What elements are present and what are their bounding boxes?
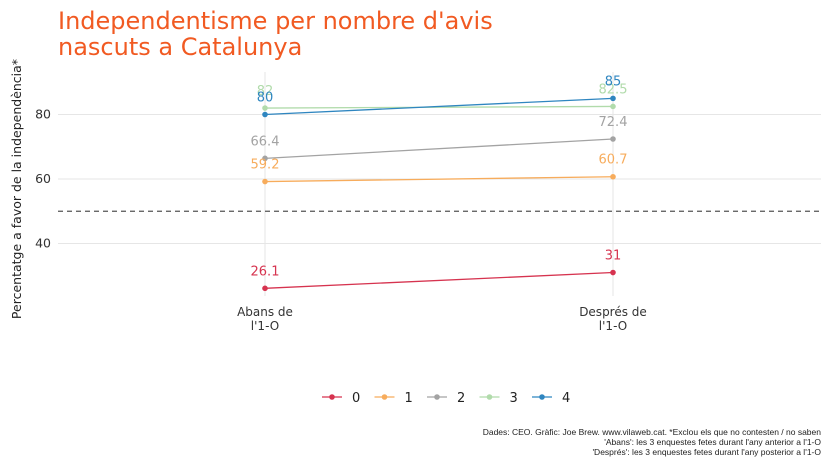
data-label-3: 82.5 <box>599 82 628 97</box>
data-point-2 <box>262 155 268 162</box>
data-label-2: 66.4 <box>251 134 280 149</box>
series-line-2 <box>264 138 614 160</box>
caption-before-note: 'Abans': les 3 enquestes fetes durant l'… <box>604 437 821 447</box>
x-tick-label: Després de <box>579 305 647 319</box>
legend-key-point <box>539 394 545 400</box>
data-label-4: 80 <box>257 91 274 106</box>
data-label-1: 59.2 <box>251 158 280 173</box>
series-line-1 <box>264 176 614 183</box>
data-point-4 <box>610 95 616 102</box>
data-label-2: 72.4 <box>599 115 628 130</box>
data-label-1: 60.7 <box>599 153 628 168</box>
series-line-3 <box>264 105 614 109</box>
legend-key-point <box>434 394 440 400</box>
data-point-1 <box>262 178 268 185</box>
legend-key-point <box>329 394 335 400</box>
caption-source: Dades: CEO. Gràfic: Joe Brew. www.vilawe… <box>482 427 821 437</box>
chart-title: Independentisme per nombre d'avis nascut… <box>58 7 493 61</box>
legend-label: 3 <box>510 391 518 406</box>
data-point-2 <box>610 136 616 142</box>
data-point-1 <box>610 173 616 180</box>
legend-label: 0 <box>352 391 360 406</box>
chart-caption: Dades: CEO. Gràfic: Joe Brew. www.vilawe… <box>483 427 821 457</box>
legend-label: 1 <box>405 391 413 406</box>
caption-after-note: 'Després': les 3 enquestes fetes durant … <box>592 447 821 457</box>
legend-label: 4 <box>562 391 570 406</box>
data-label-4: 85 <box>605 74 622 89</box>
y-axis-label: Percentatge a favor de la independència* <box>9 59 24 319</box>
plot-panel <box>58 72 821 296</box>
legend-label: 2 <box>457 391 465 406</box>
data-label-0: 31 <box>605 249 622 264</box>
data-point-0 <box>610 269 616 276</box>
y-tick-label: 60 <box>35 171 51 186</box>
data-point-3 <box>262 105 268 111</box>
x-tick-label: l'1-O <box>599 319 627 333</box>
x-tick-label: Abans de <box>237 305 293 319</box>
legend-key-point <box>486 394 493 400</box>
series-line-0 <box>264 271 614 289</box>
data-point-3 <box>610 103 616 110</box>
y-tick-label: 40 <box>35 236 51 251</box>
data-label-3: 82 <box>257 84 274 99</box>
data-label-0: 26.1 <box>251 264 280 279</box>
data-point-4 <box>262 111 268 118</box>
x-tick-label: l'1-O <box>251 319 279 333</box>
data-point-0 <box>262 285 268 292</box>
legend-key-point <box>381 394 388 400</box>
series-line-4 <box>264 97 614 116</box>
y-tick-label: 80 <box>35 107 51 122</box>
